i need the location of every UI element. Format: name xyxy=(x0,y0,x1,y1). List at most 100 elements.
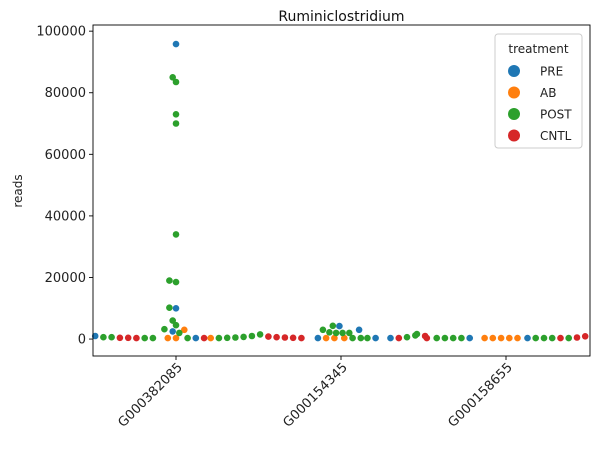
data-point xyxy=(172,111,180,118)
data-point xyxy=(108,333,115,341)
y-tick-label: 100000 xyxy=(36,25,86,40)
data-point xyxy=(161,325,168,333)
data-point xyxy=(341,334,348,342)
data-point xyxy=(423,334,431,342)
data-point xyxy=(357,334,365,342)
data-point xyxy=(215,334,223,342)
data-point xyxy=(100,333,107,341)
data-point xyxy=(565,334,572,342)
legend-marker-ab xyxy=(508,86,520,99)
data-point xyxy=(172,305,180,312)
data-point xyxy=(281,334,289,341)
data-point xyxy=(172,321,180,329)
data-point xyxy=(349,334,356,342)
x-tick-label: G000382085 xyxy=(115,360,185,430)
data-point xyxy=(540,334,548,342)
data-point xyxy=(548,334,556,342)
data-point xyxy=(326,329,333,336)
data-point xyxy=(322,334,330,342)
data-point xyxy=(166,277,173,284)
data-point xyxy=(172,40,180,48)
data-point xyxy=(166,304,173,312)
data-point xyxy=(557,334,564,342)
data-point xyxy=(232,334,239,341)
data-point xyxy=(248,332,256,340)
data-point xyxy=(489,334,497,342)
data-point xyxy=(355,326,363,334)
series-post xyxy=(100,74,572,342)
data-point xyxy=(207,334,214,342)
y-tick-label: 20000 xyxy=(45,271,86,286)
data-point xyxy=(133,334,140,342)
data-point xyxy=(172,78,180,86)
data-point xyxy=(449,334,457,342)
legend-title: treatment xyxy=(508,42,568,56)
legend-marker-cntl xyxy=(508,129,520,142)
data-point xyxy=(172,278,180,286)
data-point xyxy=(240,333,247,341)
data-point xyxy=(265,333,272,340)
x-tick-label: G000158655 xyxy=(445,360,515,430)
legend-marker-post xyxy=(508,108,520,120)
data-point xyxy=(192,334,200,342)
data-point xyxy=(372,334,379,342)
data-point xyxy=(172,334,180,342)
data-point xyxy=(164,334,172,342)
data-point xyxy=(273,333,280,341)
data-point xyxy=(433,334,441,342)
data-point xyxy=(506,334,513,342)
data-point xyxy=(481,334,488,342)
series-cntl xyxy=(116,332,589,342)
data-point xyxy=(116,334,124,342)
data-point xyxy=(289,334,297,342)
data-point xyxy=(532,334,539,342)
data-point xyxy=(314,334,322,342)
data-point xyxy=(298,334,305,342)
data-point xyxy=(329,322,337,330)
legend-box xyxy=(494,33,583,149)
x-tick-label: G000154345 xyxy=(280,360,350,430)
plot-frame xyxy=(92,24,591,357)
data-point xyxy=(497,334,505,342)
data-point xyxy=(514,334,521,342)
data-point xyxy=(387,334,394,342)
data-point xyxy=(169,328,176,335)
legend-label-pre: PRE xyxy=(540,65,563,79)
data-point xyxy=(223,334,231,342)
data-point xyxy=(364,334,371,342)
y-axis-label: reads xyxy=(11,174,25,207)
data-point xyxy=(413,330,421,338)
data-point xyxy=(332,329,340,337)
chart-title: Ruminiclostridium xyxy=(278,9,404,25)
data-point xyxy=(184,334,191,342)
y-tick-label: 40000 xyxy=(45,209,86,224)
legend-label-ab: AB xyxy=(540,86,556,100)
data-point xyxy=(181,326,188,334)
data-point xyxy=(458,334,465,342)
data-point xyxy=(331,334,338,342)
data-point xyxy=(395,334,403,342)
data-point xyxy=(466,334,474,342)
data-point xyxy=(141,334,148,342)
series-ab xyxy=(164,326,521,342)
data-point xyxy=(176,329,183,337)
data-point xyxy=(256,331,264,338)
data-point xyxy=(91,332,99,340)
data-point xyxy=(169,74,176,81)
series-pre xyxy=(91,40,531,342)
legend-label-cntl: CNTL xyxy=(540,129,572,143)
y-tick-label: 60000 xyxy=(45,148,86,163)
y-tick-label: 0 xyxy=(78,333,86,348)
data-point xyxy=(573,334,581,341)
y-axis: 0 20000 40000 60000 80000 100000 xyxy=(36,25,93,348)
data-point xyxy=(169,317,176,324)
legend: treatment PRE AB POST CNTL xyxy=(494,33,583,149)
data-point xyxy=(441,334,449,342)
y-tick-label: 80000 xyxy=(45,86,86,101)
data-point xyxy=(200,334,208,342)
x-axis: G000382085 G000154345 G000158655 xyxy=(115,356,516,431)
data-point xyxy=(172,120,180,127)
plot-layer xyxy=(91,40,589,342)
data-point xyxy=(124,334,132,342)
